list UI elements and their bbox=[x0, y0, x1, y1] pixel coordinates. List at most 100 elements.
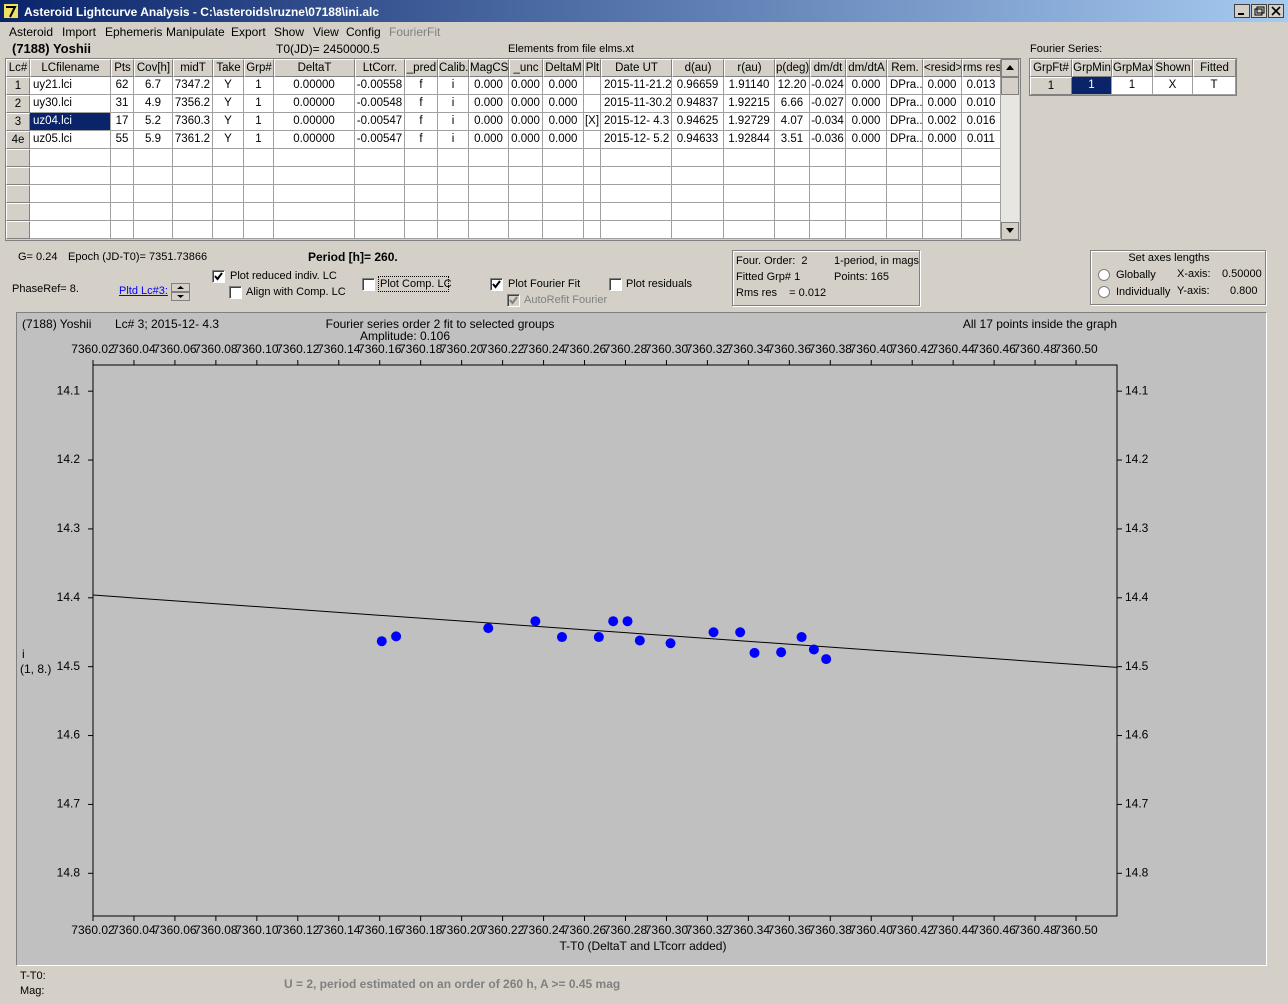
y-tick-label: 14.6 bbox=[57, 728, 81, 742]
menu-item[interactable]: Ephemeris bbox=[105, 25, 163, 39]
table-cell: 0.000 bbox=[469, 113, 509, 131]
table-cell: -0.024 bbox=[810, 77, 846, 95]
table-cell bbox=[509, 221, 543, 239]
table-cell bbox=[887, 149, 923, 167]
checkbox[interactable] bbox=[362, 278, 375, 291]
table-cell bbox=[962, 221, 1001, 239]
table-cell bbox=[134, 221, 173, 239]
data-point bbox=[634, 635, 645, 646]
menu-item[interactable]: Show bbox=[274, 25, 305, 39]
table-cell: 0.00000 bbox=[274, 95, 355, 113]
checkbox-label: AutoRefit Fourier bbox=[524, 294, 608, 306]
spinner[interactable] bbox=[171, 283, 190, 301]
column-header: midT bbox=[173, 59, 213, 77]
x-tick-label: 7360.46 bbox=[972, 342, 1016, 356]
menu-item[interactable]: View bbox=[313, 25, 339, 39]
table-cell bbox=[173, 185, 213, 203]
column-header: Lc# bbox=[6, 59, 30, 77]
table-cell: 0.000 bbox=[509, 95, 543, 113]
column-header: dm/dt bbox=[810, 59, 846, 77]
checkbox[interactable] bbox=[229, 286, 242, 299]
y-tick-label: 14.1 bbox=[1125, 383, 1149, 397]
fourier-fit-line bbox=[92, 594, 1118, 668]
table-cell: 62 bbox=[111, 77, 134, 95]
menu-item[interactable]: Export bbox=[231, 25, 266, 39]
table-cell: 1 bbox=[244, 77, 274, 95]
plotted-lc-link[interactable]: Pltd Lc#3: bbox=[119, 285, 168, 297]
table-cell bbox=[923, 203, 962, 221]
y-tick-label: 14.3 bbox=[57, 521, 81, 535]
axes-title: Set axes lengths bbox=[1128, 252, 1210, 264]
checkbox[interactable] bbox=[609, 278, 622, 291]
table-cell bbox=[30, 185, 111, 203]
x-tick-label: 7360.06 bbox=[153, 923, 197, 937]
menu-item[interactable]: Config bbox=[346, 25, 381, 39]
y-tick-label: 14.7 bbox=[57, 797, 81, 811]
title-bar bbox=[0, 0, 1288, 22]
checkbox-checked[interactable] bbox=[212, 270, 225, 283]
y-tick-label: 14.3 bbox=[1125, 521, 1149, 535]
data-point bbox=[776, 647, 787, 658]
x-tick-label: 7360.14 bbox=[317, 342, 361, 356]
table-cell: DPra... bbox=[887, 77, 923, 95]
x-tick-label: 7360.20 bbox=[440, 342, 484, 356]
table-cell bbox=[775, 221, 810, 239]
column-header: Date UT bbox=[601, 59, 672, 77]
table-cell bbox=[438, 167, 469, 185]
table-cell: 0.000 bbox=[923, 131, 962, 149]
table-cell bbox=[672, 149, 724, 167]
table-cell: 6.66 bbox=[775, 95, 810, 113]
column-header: <resid> bbox=[923, 59, 962, 77]
window-buttons[interactable] bbox=[1234, 4, 1284, 19]
x-tick-label: 7360.14 bbox=[317, 923, 361, 937]
table-cell: Y bbox=[213, 77, 244, 95]
table-cell bbox=[111, 185, 134, 203]
table-cell bbox=[274, 167, 355, 185]
row-header: 4e bbox=[6, 131, 30, 149]
x-tick-label: 7360.22 bbox=[481, 923, 525, 937]
table-cell bbox=[923, 221, 962, 239]
checkbox-label: Plot reduced indiv. LC bbox=[230, 270, 337, 282]
chart-subtitle: Amplitude: 0.106 bbox=[360, 329, 450, 343]
table-cell: i bbox=[438, 77, 469, 95]
info-text: Four. Order: 2 bbox=[736, 255, 808, 267]
fourier-cell: 1 bbox=[1072, 77, 1112, 95]
table-cell bbox=[213, 185, 244, 203]
table-cell: f bbox=[405, 95, 438, 113]
table-scrollbar[interactable] bbox=[1001, 59, 1019, 240]
data-point bbox=[530, 616, 541, 627]
g-param: G= 0.24 bbox=[18, 251, 58, 263]
radio-buttons[interactable] bbox=[1097, 268, 1111, 300]
checkbox-checked[interactable] bbox=[490, 278, 503, 291]
menu-item[interactable]: FourierFit bbox=[389, 25, 441, 39]
data-point bbox=[708, 627, 719, 638]
y-tick-label: 14.4 bbox=[1125, 590, 1149, 604]
table-cell: 0.94625 bbox=[672, 113, 724, 131]
table-cell: 7360.3 bbox=[173, 113, 213, 131]
x-tick-label: 7360.48 bbox=[1013, 923, 1057, 937]
period: Period [h]= 260. bbox=[308, 250, 398, 264]
table-cell bbox=[775, 203, 810, 221]
scroll-buttons[interactable] bbox=[1001, 59, 1019, 240]
table-cell bbox=[405, 185, 438, 203]
y-tick-label: 14.6 bbox=[1125, 728, 1149, 742]
table-cell bbox=[244, 167, 274, 185]
menu-item[interactable]: Import bbox=[62, 25, 97, 39]
table-cell bbox=[962, 149, 1001, 167]
table-cell bbox=[584, 95, 601, 113]
table-cell bbox=[134, 167, 173, 185]
x-tick-label: 7360.24 bbox=[522, 342, 566, 356]
table-cell bbox=[173, 221, 213, 239]
column-header: _unc bbox=[509, 59, 543, 77]
menu-item[interactable]: Manipulate bbox=[166, 25, 225, 39]
x-tick-label: 7360.42 bbox=[891, 342, 935, 356]
table-cell bbox=[244, 221, 274, 239]
table-cell bbox=[724, 167, 775, 185]
checkbox-label: Plot residuals bbox=[626, 278, 693, 290]
table-cell: 1.92215 bbox=[724, 95, 775, 113]
table-cell: 0.000 bbox=[543, 131, 584, 149]
menu-item[interactable]: Asteroid bbox=[9, 25, 54, 39]
table-cell bbox=[923, 185, 962, 203]
table-cell bbox=[543, 149, 584, 167]
